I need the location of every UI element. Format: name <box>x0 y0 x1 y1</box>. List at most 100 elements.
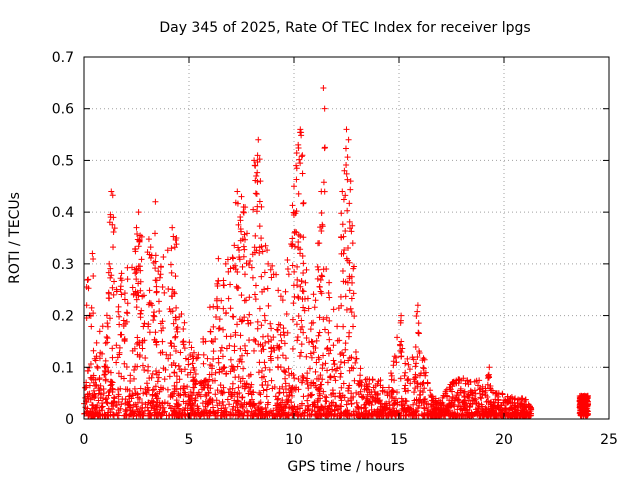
data-point <box>388 395 395 402</box>
data-point <box>232 262 239 269</box>
data-point <box>449 379 456 386</box>
data-point <box>159 284 166 291</box>
data-point <box>148 374 155 381</box>
data-point <box>492 405 499 412</box>
data-point <box>137 314 144 321</box>
data-point <box>298 341 305 348</box>
data-point <box>122 406 129 413</box>
y-tick-label: 0.2 <box>52 309 74 325</box>
data-point <box>338 302 345 309</box>
data-point <box>237 345 244 352</box>
data-point <box>254 203 261 210</box>
data-point <box>152 198 159 205</box>
data-point <box>254 404 261 411</box>
data-point <box>165 355 172 362</box>
data-point <box>314 263 321 270</box>
data-point <box>326 336 333 343</box>
data-point <box>312 297 319 304</box>
data-point <box>402 360 409 367</box>
data-point <box>171 369 178 376</box>
data-point <box>306 365 313 372</box>
data-point <box>195 351 202 358</box>
data-point <box>103 399 110 406</box>
data-point <box>290 209 297 216</box>
data-point <box>343 170 350 177</box>
data-point <box>124 300 131 307</box>
data-point <box>488 387 495 394</box>
data-point <box>235 221 242 228</box>
data-point <box>176 366 183 373</box>
data-point <box>240 208 247 215</box>
data-point <box>142 401 149 408</box>
data-point <box>274 326 281 333</box>
data-point <box>113 342 120 349</box>
data-point <box>133 340 140 347</box>
data-point <box>286 382 293 389</box>
data-point <box>175 390 182 397</box>
data-point <box>454 406 461 413</box>
data-point <box>346 367 353 374</box>
data-point <box>383 404 390 411</box>
data-point <box>234 397 241 404</box>
data-point <box>318 209 325 216</box>
data-point <box>314 404 321 411</box>
data-point <box>121 360 128 367</box>
data-point <box>316 284 323 291</box>
data-point <box>190 364 197 371</box>
data-point <box>284 257 291 264</box>
data-point <box>294 263 301 270</box>
data-point <box>291 183 297 190</box>
data-point <box>317 372 324 379</box>
data-point <box>412 385 419 392</box>
data-point <box>295 190 302 197</box>
data-point <box>326 317 333 324</box>
data-point <box>113 359 120 366</box>
data-point <box>134 334 141 341</box>
data-point <box>343 126 350 133</box>
data-point <box>122 400 129 407</box>
data-point <box>117 275 124 282</box>
data-point <box>354 404 361 411</box>
data-point <box>322 360 329 367</box>
data-point <box>246 311 253 318</box>
data-point <box>291 228 298 235</box>
data-point <box>138 307 145 314</box>
data-point <box>485 412 492 419</box>
data-point <box>461 405 468 412</box>
data-point <box>133 269 140 276</box>
data-point <box>169 286 176 293</box>
data-point <box>337 393 344 400</box>
data-point <box>338 384 345 391</box>
data-point <box>263 393 270 400</box>
data-point <box>256 250 263 257</box>
data-point <box>479 407 486 414</box>
data-point <box>419 412 426 419</box>
data-point <box>152 265 159 272</box>
data-point <box>122 386 129 393</box>
data-point <box>228 363 235 370</box>
data-point <box>169 308 176 315</box>
data-point <box>343 401 350 408</box>
data-point <box>262 242 269 249</box>
data-point <box>517 410 524 417</box>
data-point <box>153 338 160 345</box>
data-point <box>316 407 323 414</box>
data-point <box>135 243 142 250</box>
data-point <box>321 105 328 112</box>
data-point <box>299 170 306 177</box>
x-tick-label: 20 <box>495 432 513 448</box>
data-point <box>303 377 310 384</box>
data-point <box>93 339 100 346</box>
data-point <box>293 149 300 156</box>
data-point <box>308 338 315 345</box>
data-point <box>347 305 354 312</box>
data-point <box>190 377 197 384</box>
data-point <box>171 343 178 350</box>
data-point <box>176 313 183 320</box>
data-point <box>366 412 373 419</box>
data-point <box>117 283 124 290</box>
y-axis-label: ROTI / TECUs <box>7 192 23 284</box>
data-point <box>282 355 289 362</box>
data-point <box>176 376 183 383</box>
data-point <box>120 323 127 330</box>
